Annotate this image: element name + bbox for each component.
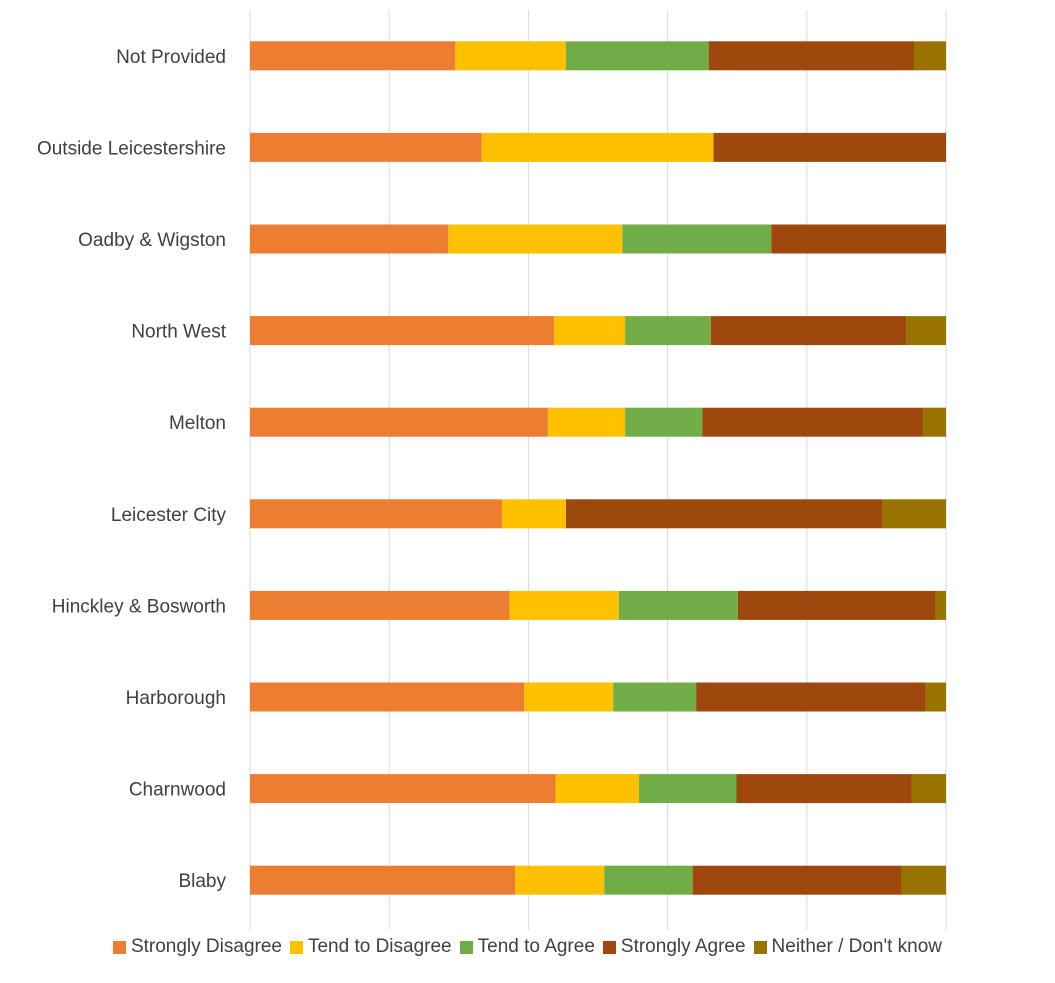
bar-segment: [448, 224, 623, 254]
bar-segment: [250, 774, 556, 804]
legend-swatch: [112, 940, 126, 954]
category-label: Melton: [169, 413, 226, 434]
bar-segment: [625, 316, 711, 346]
bar-segment: [250, 499, 502, 529]
legend: Strongly Disagree Tend to Disagree Tend to…: [0, 936, 1055, 958]
bar-segment: [925, 682, 946, 712]
bar-segment: [250, 224, 449, 254]
bar-segment: [708, 41, 914, 71]
category-label: Hinckley & Bosworth: [52, 596, 226, 617]
legend-swatch: [289, 940, 303, 954]
category-label: Outside Leicestershire: [37, 138, 226, 159]
legend-item: Neither / Don't know: [753, 936, 943, 958]
bar-segment: [736, 774, 912, 804]
legend-label: Tend to Disagree: [307, 936, 452, 957]
bar-segment: [250, 682, 525, 712]
bar-segment: [713, 132, 946, 162]
bar-segment: [710, 316, 907, 346]
bar-segment: [565, 41, 709, 71]
bar-segment: [509, 590, 619, 620]
bar-segment: [250, 407, 548, 437]
bar-segment: [702, 407, 924, 437]
legend-label: Neither / Don't know: [771, 936, 943, 957]
bar-segment: [625, 407, 703, 437]
bar-segment: [555, 774, 640, 804]
legend-item: Strongly Disagree: [112, 936, 282, 958]
bar-segment: [913, 41, 946, 71]
category-label: Not Provided: [116, 47, 226, 68]
legend-swatch: [753, 940, 767, 954]
bar-segment: [481, 132, 714, 162]
bar-segment: [737, 590, 936, 620]
bar-segment: [250, 41, 456, 71]
bar-segment: [250, 316, 555, 346]
category-label: Charnwood: [129, 780, 226, 801]
bar-segment: [622, 224, 772, 254]
bar-segment: [250, 590, 510, 620]
bar-segment: [554, 316, 626, 346]
category-label: Blaby: [178, 871, 226, 892]
bar-segment: [613, 682, 697, 712]
bar-segment: [618, 590, 738, 620]
legend-item: Tend to Agree: [459, 936, 595, 958]
legend-item: Strongly Agree: [602, 936, 746, 958]
bar-segment: [501, 499, 566, 529]
category-label: North West: [131, 322, 226, 343]
bar-segment: [455, 41, 566, 71]
legend-swatch: [602, 940, 616, 954]
stacked-bar-chart: Not Provided Outside Leicestershire Oadby …: [37, 10, 947, 930]
bar-segment: [923, 407, 946, 437]
bar-segment: [524, 682, 614, 712]
legend-label: Strongly Agree: [620, 936, 746, 957]
bar-segment: [911, 774, 946, 804]
category-label: Leicester City: [111, 505, 227, 526]
bar-segment: [565, 499, 883, 529]
bar-segment: [696, 682, 926, 712]
bar-segment: [771, 224, 946, 254]
category-label: Harborough: [126, 688, 226, 709]
legend-item: Tend to Disagree: [289, 936, 452, 958]
bar-segment: [692, 865, 902, 895]
bar-segment: [547, 407, 626, 437]
bar-segment: [250, 132, 482, 162]
legend-label: Strongly Disagree: [130, 936, 282, 957]
category-labels: Not Provided Outside Leicestershire Oadby …: [37, 47, 227, 892]
bar-segment: [515, 865, 605, 895]
legend-label: Tend to Agree: [477, 936, 595, 957]
category-label: Oadby & Wigston: [78, 230, 226, 251]
bar-segment: [250, 865, 516, 895]
bar-segment: [901, 865, 946, 895]
bars: [250, 41, 946, 895]
bar-segment: [882, 499, 946, 529]
legend-swatch: [459, 940, 473, 954]
bar-segment: [604, 865, 693, 895]
bar-segment: [639, 774, 737, 804]
bar-segment: [935, 590, 946, 620]
bar-segment: [906, 316, 946, 346]
